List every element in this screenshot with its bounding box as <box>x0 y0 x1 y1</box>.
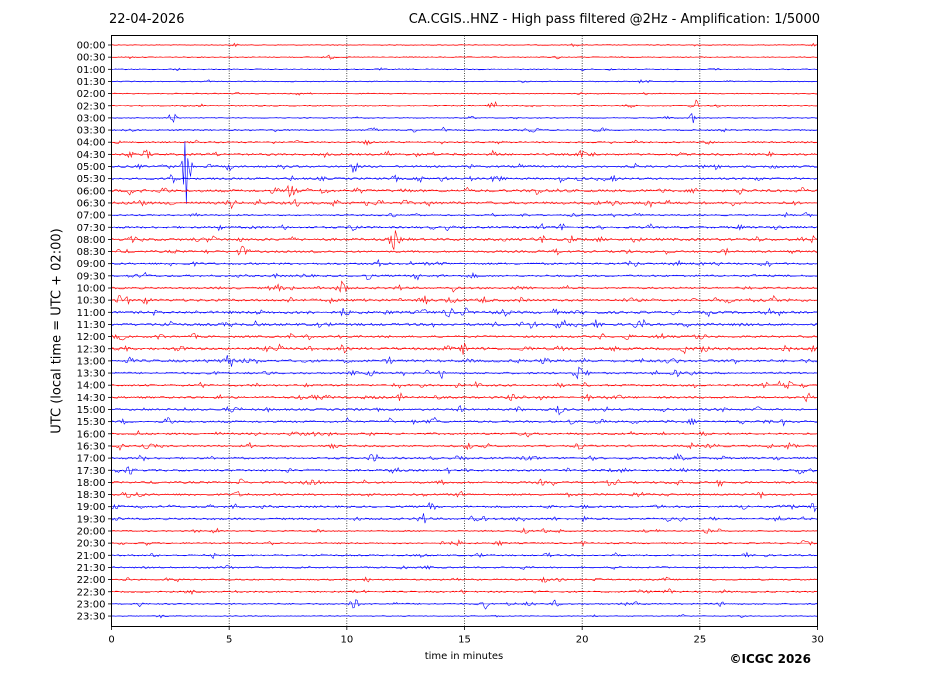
ytick-label: 01:30 <box>77 77 106 88</box>
ytick-label: 11:30 <box>77 320 106 331</box>
chart-title: CA.CGIS..HNZ - High pass filtered @2Hz -… <box>408 12 820 27</box>
trace-row-12:00 <box>111 332 818 341</box>
x-axis-label: time in minutes <box>424 651 504 662</box>
ytick-label: 01:00 <box>77 65 106 76</box>
xtick-label: 30 <box>811 635 824 646</box>
ytick-label: 12:00 <box>77 332 106 343</box>
trace-row-04:00 <box>111 139 818 146</box>
ytick-label: 13:00 <box>77 356 106 367</box>
xtick-label: 20 <box>576 635 589 646</box>
ytick-label: 18:00 <box>77 478 106 489</box>
ytick-label: 22:00 <box>77 575 106 586</box>
trace-row-10:00 <box>111 280 818 293</box>
ytick-label: 02:30 <box>77 101 106 112</box>
ytick-label: 14:30 <box>77 393 106 404</box>
ytick-label: 23:30 <box>77 612 106 623</box>
trace-row-19:30 <box>111 513 818 524</box>
xtick-label: 25 <box>693 635 706 646</box>
trace-row-05:30 <box>111 174 818 184</box>
trace-row-19:00 <box>111 501 818 513</box>
ytick-label: 03:00 <box>77 113 106 124</box>
xtick-label: 10 <box>340 635 353 646</box>
trace-row-16:00 <box>111 430 818 438</box>
trace-row-04:30 <box>111 149 818 159</box>
ytick-label: 05:30 <box>77 174 106 185</box>
ytick-label: 00:30 <box>77 53 106 64</box>
trace-row-16:30 <box>111 441 818 451</box>
grid-lines <box>228 35 701 627</box>
ytick-label: 15:30 <box>77 417 106 428</box>
trace-row-10:30 <box>111 294 818 306</box>
ytick-label: 05:00 <box>77 162 106 173</box>
ytick-label: 09:00 <box>77 259 106 270</box>
ytick-label: 06:30 <box>77 198 106 209</box>
ytick-label: 17:00 <box>77 454 106 465</box>
ytick-label: 14:00 <box>77 381 106 392</box>
copyright-label: ©ICGC 2026 <box>729 652 811 666</box>
ytick-label: 06:00 <box>77 186 106 197</box>
ytick-label: 15:00 <box>77 405 106 416</box>
ytick-label: 12:30 <box>77 344 106 355</box>
trace-row-14:00 <box>111 380 818 390</box>
ytick-label: 13:30 <box>77 369 106 380</box>
xtick-label: 15 <box>458 635 471 646</box>
ytick-label: 16:00 <box>77 429 106 440</box>
date-label: 22-04-2026 <box>109 12 185 27</box>
ytick-label: 07:00 <box>77 211 106 222</box>
ytick-label: 09:30 <box>77 271 106 282</box>
ytick-label: 20:30 <box>77 539 106 550</box>
trace-row-11:30 <box>111 318 818 329</box>
ytick-label: 08:30 <box>77 247 106 258</box>
xtick-label: 0 <box>108 635 114 646</box>
ytick-label: 10:30 <box>77 296 106 307</box>
ytick-label: 20:00 <box>77 527 106 538</box>
ytick-label: 04:30 <box>77 150 106 161</box>
trace-row-13:00 <box>111 355 818 367</box>
ytick-label: 21:00 <box>77 551 106 562</box>
ytick-label: 11:00 <box>77 308 106 319</box>
ytick-label: 19:30 <box>77 514 106 525</box>
ytick-label: 22:30 <box>77 587 106 598</box>
ytick-label: 23:00 <box>77 599 106 610</box>
seismic-traces <box>111 42 818 619</box>
x-axis-ticks: 0 5 10 15 20 25 30 <box>108 626 824 646</box>
ytick-label: 18:30 <box>77 490 106 501</box>
ytick-label: 02:00 <box>77 89 106 100</box>
ytick-label: 17:30 <box>77 466 106 477</box>
ytick-label: 16:30 <box>77 441 106 452</box>
xtick-label: 5 <box>226 635 232 646</box>
ytick-label: 08:00 <box>77 235 106 246</box>
y-axis-label: UTC (local time = UTC + 02:00) <box>49 228 65 434</box>
ytick-label: 04:00 <box>77 138 106 149</box>
ytick-label: 00:00 <box>77 41 106 52</box>
trace-row-13:30 <box>111 366 818 380</box>
ytick-label: 03:30 <box>77 126 106 137</box>
ytick-label: 19:00 <box>77 502 106 513</box>
ytick-label: 21:30 <box>77 563 106 574</box>
trace-row-06:30 <box>111 198 818 210</box>
ytick-label: 07:30 <box>77 223 106 234</box>
trace-row-03:00 <box>111 112 818 124</box>
trace-row-12:30 <box>111 342 818 355</box>
trace-row-18:30 <box>111 491 818 500</box>
trace-row-09:30 <box>111 271 818 281</box>
ytick-label: 10:00 <box>77 284 106 295</box>
trace-row-17:00 <box>111 452 818 462</box>
